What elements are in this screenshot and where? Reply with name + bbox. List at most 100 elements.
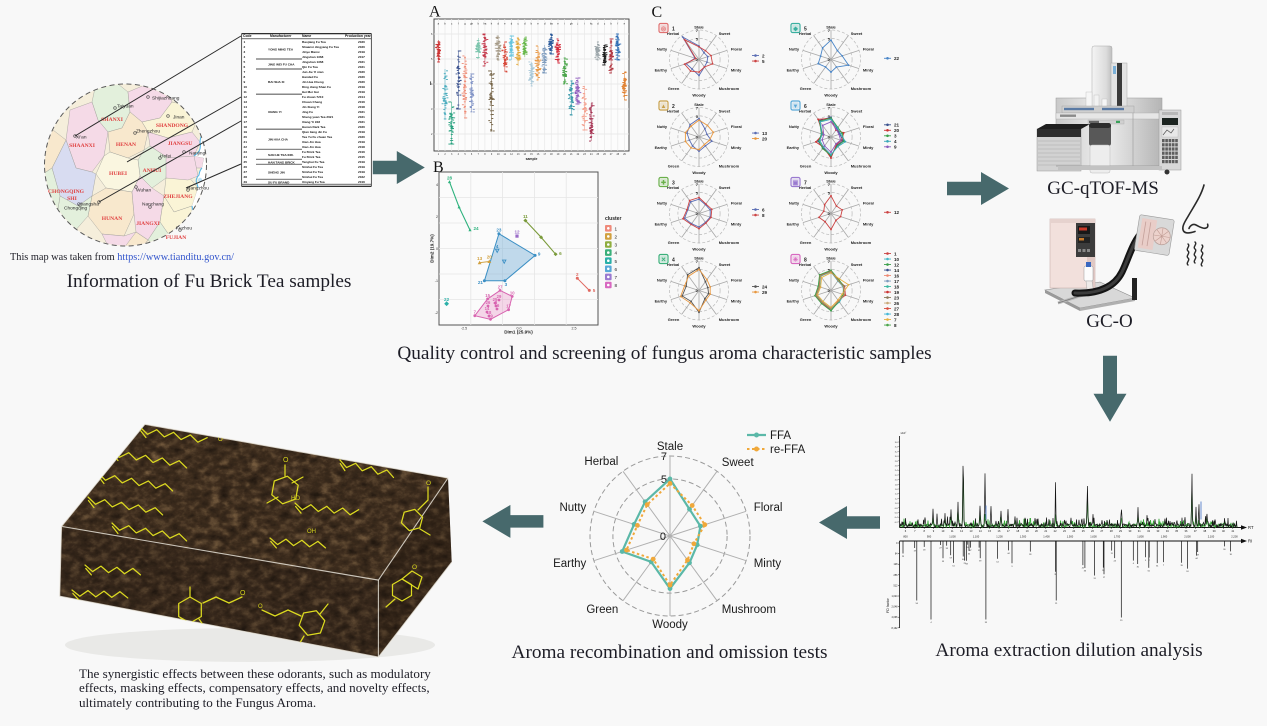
svg-text:18: 18 (1229, 554, 1232, 556)
svg-text:Simhui Fu Tea: Simhui Fu Tea (302, 165, 323, 169)
svg-text:27: 27 (1100, 529, 1103, 533)
svg-text:JIANGSU: JIANGSU (168, 141, 193, 147)
svg-text:Hangzhou: Hangzhou (187, 186, 209, 192)
svg-text:b: b (531, 22, 533, 26)
svg-text:8: 8 (615, 283, 618, 288)
svg-text:24: 24 (590, 153, 593, 156)
svg-text:Qian liang Jin Fu: Qian liang Jin Fu (302, 130, 327, 134)
svg-text:21: 21 (1044, 529, 1047, 533)
svg-text:Qin Fu Tea: Qin Fu Tea (302, 65, 318, 69)
svg-text:Stale: Stale (826, 25, 836, 30)
svg-text:2.8: 2.8 (895, 461, 899, 463)
svg-text:Herbal: Herbal (667, 185, 679, 190)
svg-text:e: e (557, 23, 559, 26)
svg-text:Sweet: Sweet (719, 31, 731, 36)
svg-text:g: g (464, 23, 466, 26)
svg-text:8: 8 (495, 300, 498, 305)
svg-text:j: j (577, 22, 579, 26)
svg-text:ANHUI: ANHUI (143, 168, 162, 174)
svg-text:13: 13 (762, 131, 768, 136)
svg-text:38: 38 (1203, 529, 1206, 533)
svg-text:2021: 2021 (358, 115, 365, 119)
svg-text:2016: 2016 (358, 150, 365, 154)
svg-text:i: i (584, 22, 585, 26)
svg-text:1.2: 1.2 (895, 498, 899, 500)
svg-text:19: 19 (1197, 555, 1200, 557)
svg-text:JING WEI FU CHA: JING WEI FU CHA (268, 63, 295, 67)
svg-text:59: 59 (950, 558, 953, 560)
svg-text:29: 29 (1119, 529, 1122, 533)
svg-text:2,100: 2,100 (1208, 535, 1215, 539)
svg-text:Minty: Minty (754, 558, 782, 570)
svg-text:8: 8 (894, 323, 897, 328)
svg-text:Floral: Floral (731, 278, 742, 283)
svg-text:C: C (652, 4, 663, 21)
svg-text:16: 16 (495, 303, 500, 308)
svg-text:12: 12 (514, 230, 520, 235)
svg-text:Changsha: Changsha (77, 202, 99, 208)
svg-text:0: 0 (696, 58, 698, 62)
svg-text:Sweet: Sweet (719, 262, 731, 267)
svg-text:18: 18 (1016, 529, 1019, 533)
svg-text:33: 33 (946, 548, 949, 550)
svg-text:1: 1 (244, 40, 246, 44)
svg-text:10: 10 (497, 153, 500, 156)
svg-text:7: 7 (696, 29, 698, 33)
svg-text:Woody: Woody (652, 619, 688, 631)
svg-text:Dim2 (19.7%): Dim2 (19.7%) (430, 234, 435, 263)
svg-text:44: 44 (1195, 558, 1198, 560)
svg-text:30: 30 (1137, 567, 1140, 569)
svg-text:9: 9 (933, 529, 935, 533)
svg-text:Nutty: Nutty (657, 124, 668, 129)
svg-text:Mushroom: Mushroom (719, 86, 740, 91)
svg-text:Woody: Woody (824, 170, 838, 175)
svg-text:YONG MING TEA: YONG MING TEA (268, 48, 294, 52)
svg-text:Floral: Floral (863, 278, 874, 283)
svg-text:Simhui Fu Tea: Simhui Fu Tea (302, 170, 323, 174)
svg-text:52: 52 (978, 550, 981, 552)
svg-text:14: 14 (485, 306, 490, 311)
svg-text:-2: -2 (435, 311, 438, 315)
svg-text:SHANXI: SHANXI (101, 117, 123, 123)
svg-text:2019: 2019 (358, 170, 365, 174)
svg-text:Nutty: Nutty (559, 502, 586, 514)
svg-text:5: 5 (696, 191, 698, 195)
svg-text:29: 29 (623, 153, 626, 156)
svg-text:800: 800 (903, 535, 908, 539)
svg-text:14: 14 (894, 268, 900, 273)
svg-text:O: O (426, 480, 431, 487)
svg-text:0: 0 (828, 58, 830, 62)
svg-text:Fu zhuan 7210: Fu zhuan 7210 (302, 95, 324, 99)
svg-text:Sweet: Sweet (851, 262, 863, 267)
svg-text:3: 3 (672, 181, 675, 187)
svg-text:✳: ✳ (793, 256, 798, 263)
svg-text:Shaanxi Jingyang Fu Tea: Shaanxi Jingyang Fu Tea (302, 45, 339, 49)
svg-text:Earthy: Earthy (655, 67, 668, 72)
svg-text:◆: ◆ (792, 25, 798, 32)
svg-text:Earthy: Earthy (553, 558, 586, 570)
svg-text:4: 4 (1133, 563, 1135, 565)
svg-text:▣: ▣ (793, 180, 799, 186)
svg-text:2.5: 2.5 (572, 327, 577, 331)
svg-text:O: O (258, 604, 263, 610)
svg-text:2019: 2019 (358, 50, 365, 54)
svg-text:2019: 2019 (358, 85, 365, 89)
svg-text:Woody: Woody (692, 93, 706, 98)
svg-text:-2.5: -2.5 (461, 327, 467, 331)
svg-text:27: 27 (610, 153, 613, 156)
svg-text:2016: 2016 (358, 180, 365, 184)
svg-text:Sweet: Sweet (851, 185, 863, 190)
svg-text:24: 24 (474, 226, 480, 231)
svg-text:Jinan: Jinan (173, 115, 185, 121)
svg-text:e: e (624, 23, 626, 26)
svg-text:3: 3 (244, 50, 246, 54)
svg-text:4: 4 (894, 139, 897, 144)
svg-text:4: 4 (436, 183, 438, 187)
svg-text:1,100: 1,100 (973, 535, 980, 539)
svg-text:4: 4 (615, 251, 618, 256)
svg-text:2019: 2019 (358, 165, 365, 169)
svg-text:Mushroom: Mushroom (851, 317, 872, 322)
svg-text:15: 15 (530, 153, 533, 156)
svg-text:SAN HE TEA IND.: SAN HE TEA IND. (268, 153, 294, 157)
svg-text:Xi'an: Xi'an (76, 135, 87, 141)
